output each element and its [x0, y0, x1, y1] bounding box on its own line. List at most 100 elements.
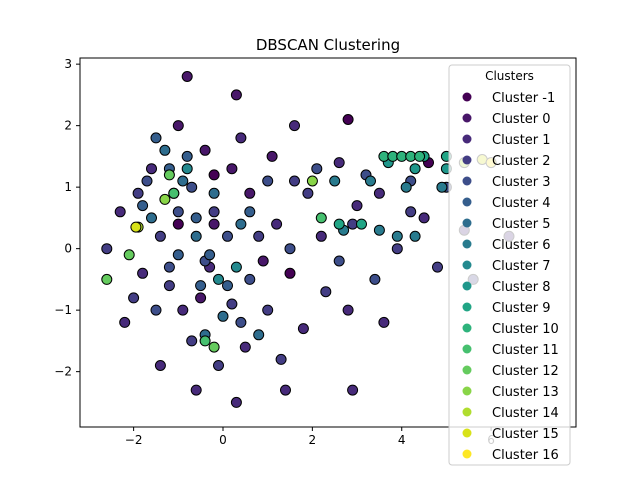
data-point — [275, 353, 287, 365]
data-point — [244, 273, 256, 285]
data-point — [181, 150, 193, 162]
data-point — [226, 163, 238, 175]
series-cluster-10 — [378, 150, 426, 162]
data-point — [253, 329, 265, 341]
legend-marker — [462, 428, 472, 438]
legend-label: Cluster 6 — [492, 238, 551, 253]
legend-marker — [462, 323, 472, 333]
legend-label: Cluster 14 — [492, 406, 559, 421]
data-point — [172, 218, 184, 230]
data-point — [208, 218, 220, 230]
data-point — [186, 181, 198, 193]
data-point — [302, 187, 314, 199]
legend-label: Cluster 5 — [492, 217, 551, 232]
data-point — [213, 273, 224, 285]
data-point — [195, 292, 207, 304]
y-tick-label: −1 — [54, 303, 72, 317]
data-point — [154, 230, 166, 242]
data-point — [199, 335, 211, 347]
data-point — [239, 341, 251, 353]
data-point — [333, 255, 345, 267]
legend-label: Cluster 1 — [492, 133, 551, 148]
legend-label: Cluster 15 — [492, 427, 559, 442]
data-point — [235, 218, 247, 230]
data-point — [356, 218, 367, 230]
data-point — [101, 273, 113, 285]
data-point — [150, 132, 162, 144]
legend-label: Cluster 2 — [492, 154, 551, 169]
data-point — [333, 157, 345, 169]
data-point — [222, 230, 233, 242]
data-point — [177, 175, 189, 187]
data-point — [128, 292, 140, 304]
series-cluster-3 — [141, 163, 452, 328]
series-cluster-8 — [382, 157, 452, 175]
legend-marker — [462, 218, 472, 228]
data-point — [190, 212, 202, 224]
data-point — [400, 181, 412, 193]
data-point — [333, 218, 345, 230]
data-point — [391, 230, 403, 242]
data-point — [436, 181, 448, 193]
series-cluster-6 — [329, 175, 448, 242]
y-tick-label: 0 — [64, 242, 72, 256]
legend-label: Cluster 0 — [492, 112, 551, 127]
data-point — [101, 243, 113, 255]
data-point — [181, 163, 193, 175]
data-point — [347, 384, 359, 396]
legend-marker — [462, 407, 472, 417]
legend: Clusters Cluster -1 Cluster 0 Cluster 1 Clus… — [448, 64, 571, 466]
series-cluster-1 — [172, 114, 434, 279]
data-point — [409, 163, 421, 175]
data-point — [172, 249, 184, 261]
data-point — [365, 175, 376, 187]
data-point — [289, 175, 300, 187]
data-points — [101, 71, 515, 408]
legend-marker — [462, 113, 472, 123]
data-point — [168, 187, 180, 199]
y-tick-label: 3 — [64, 57, 72, 71]
data-point — [154, 360, 166, 371]
legend-label: Cluster 11 — [492, 343, 559, 358]
data-point — [123, 249, 135, 261]
data-point — [284, 267, 296, 279]
data-point — [159, 193, 171, 205]
x-tick-label: 4 — [398, 433, 406, 447]
data-point — [163, 261, 175, 273]
y-tick-label: 2 — [64, 119, 72, 133]
data-point — [284, 243, 296, 255]
series-cluster-0 — [172, 71, 278, 304]
data-point — [208, 169, 220, 181]
data-point — [208, 206, 220, 218]
data-point — [230, 89, 242, 101]
data-point — [213, 360, 224, 371]
data-point — [146, 212, 157, 224]
legend-frame — [448, 64, 571, 466]
data-point — [280, 384, 291, 396]
data-point — [409, 230, 421, 242]
x-tick-label: 2 — [309, 433, 317, 447]
data-point — [342, 114, 354, 125]
data-point — [373, 187, 385, 199]
data-point — [119, 316, 131, 328]
data-point — [244, 206, 256, 218]
data-point — [190, 230, 202, 242]
data-point — [257, 255, 269, 267]
legend-marker — [462, 302, 472, 312]
data-point — [130, 221, 142, 233]
data-point — [405, 206, 417, 218]
x-tick-label: −2 — [125, 433, 143, 447]
data-point — [208, 341, 220, 353]
data-point — [315, 230, 327, 242]
legend-marker — [462, 197, 472, 207]
plot-frame — [79, 57, 577, 428]
data-point — [172, 120, 184, 132]
data-point — [186, 335, 198, 347]
data-point — [320, 286, 332, 298]
legend-label: Cluster 16 — [492, 448, 559, 463]
data-point — [226, 298, 238, 310]
legend-marker — [462, 344, 472, 354]
data-point — [253, 230, 265, 242]
data-point — [342, 304, 354, 316]
series-cluster-13 — [159, 175, 318, 205]
